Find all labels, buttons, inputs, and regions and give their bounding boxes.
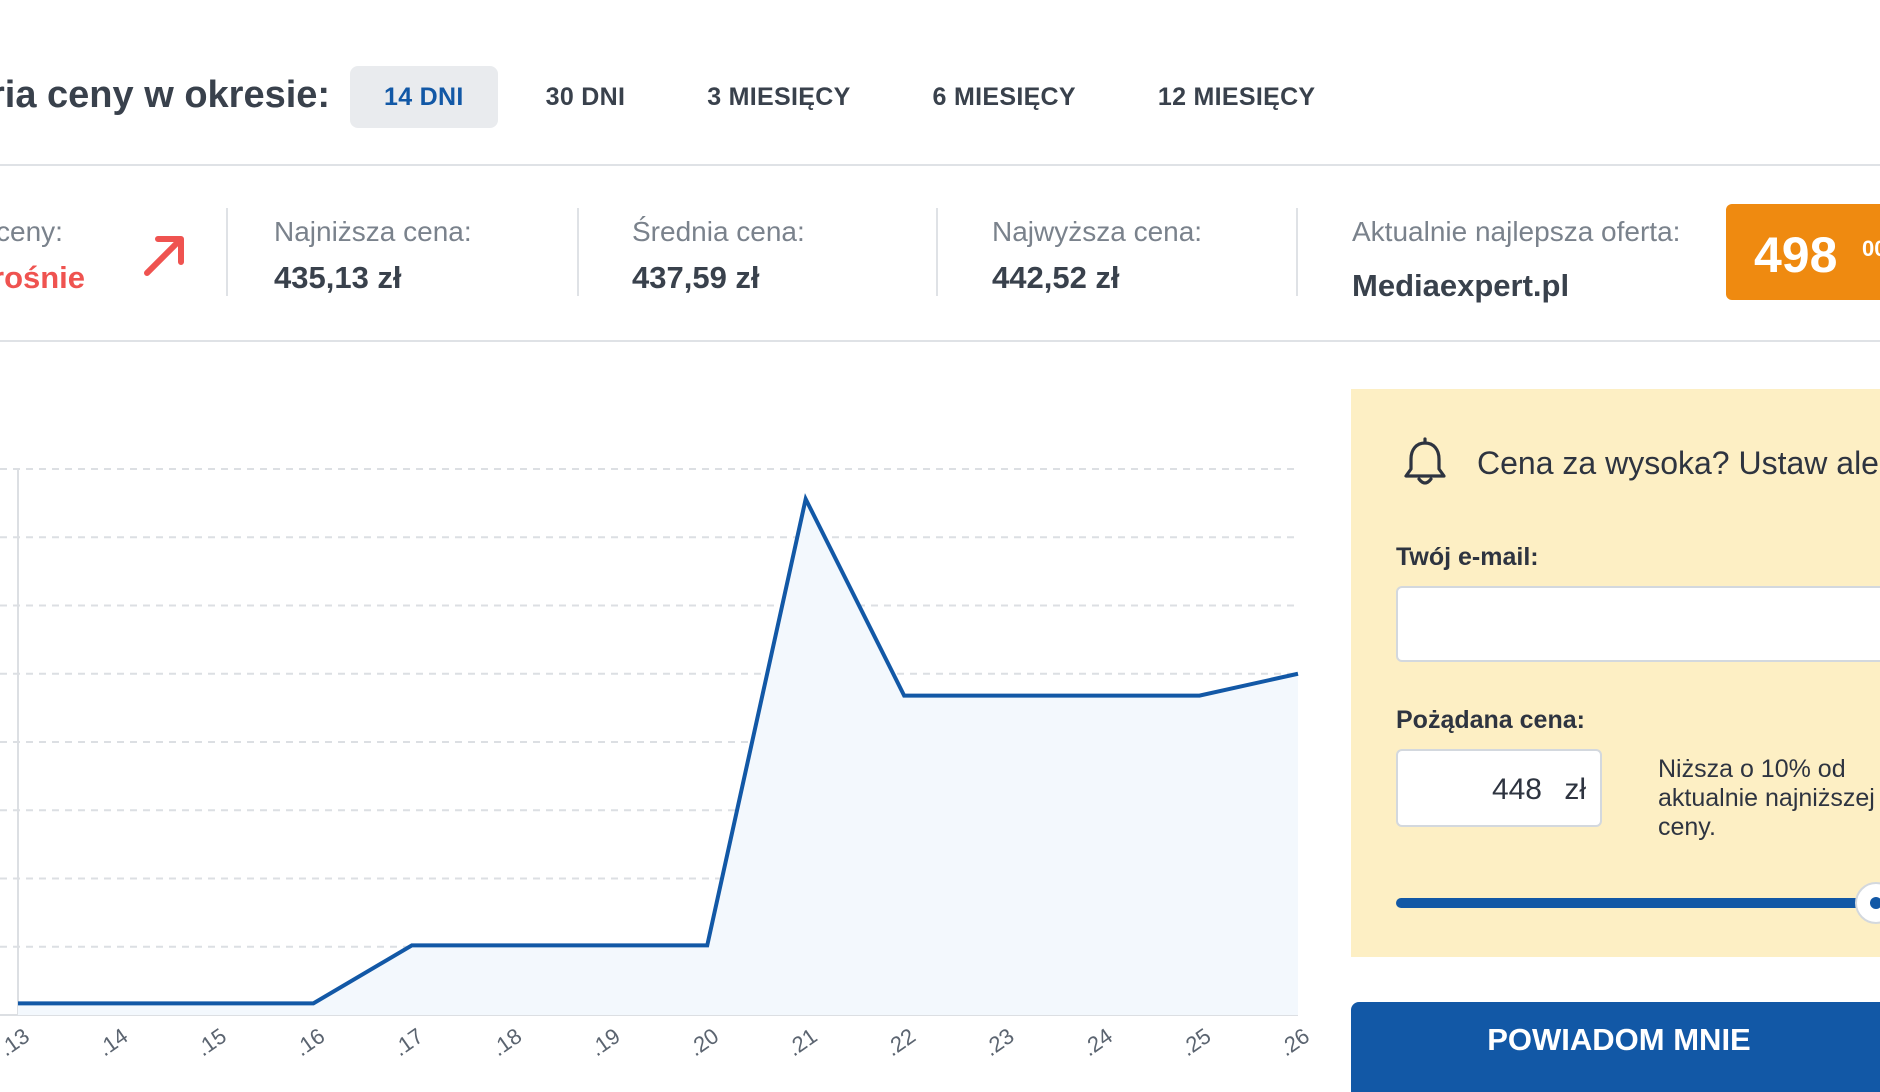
average-price-label: Średnia cena:: [632, 216, 805, 247]
trend-value: rośnie: [0, 260, 86, 295]
desired-price-unit: zł: [1564, 773, 1586, 806]
stats-divider: [936, 208, 938, 296]
price-history-header: ria ceny w okresie: 14 DNI 30 DNI 3 MIES…: [0, 0, 1880, 166]
stats-divider: [577, 208, 579, 296]
x-tick-label: .21: [782, 1023, 821, 1060]
x-tick-label: .24: [1078, 1023, 1117, 1060]
price-slider-track[interactable]: [1396, 898, 1876, 908]
best-offer-label: Aktualnie najlepsza oferta:: [1352, 216, 1681, 247]
stats-divider: [226, 208, 228, 296]
x-tick-label: .23: [979, 1023, 1018, 1060]
tab-30-days[interactable]: 30 DNI: [545, 83, 626, 111]
trend-up-arrow-icon: [144, 236, 184, 276]
x-tick-label: .19: [585, 1023, 624, 1060]
best-offer-price: 498: [1754, 227, 1838, 283]
trend-label: ceny:: [0, 216, 63, 247]
highest-price-value: 442,52 zł: [992, 260, 1120, 295]
x-tick-label: .22: [881, 1023, 920, 1060]
price-area-fill: [18, 499, 1298, 1015]
period-title: ria ceny w okresie:: [0, 74, 331, 116]
price-alert-panel: Cena za wysoka? Ustaw aler Twój e-mail: …: [1351, 389, 1880, 957]
tab-3-months[interactable]: 3 MIESIĘCY: [707, 83, 851, 111]
x-tick-label: .20: [684, 1023, 723, 1060]
highest-price-label: Najwyższa cena:: [992, 216, 1203, 247]
bell-icon: [1404, 437, 1446, 485]
x-tick-label: .26: [1275, 1023, 1314, 1060]
price-stats-bar: ceny: rośnie Najniższa cena: 435,13 zł Ś…: [0, 166, 1880, 342]
x-tick-label: .17: [388, 1023, 427, 1060]
x-tick-label: .16: [290, 1023, 329, 1060]
period-tabs: 14 DNI 30 DNI 3 MIESIĘCY 6 MIESIĘCY 12 M…: [350, 66, 1363, 128]
slider-handle-dot: [1870, 897, 1880, 909]
tab-12-months[interactable]: 12 MIESIĘCY: [1157, 83, 1316, 111]
email-input[interactable]: [1396, 586, 1880, 662]
price-line: [18, 493, 1299, 1006]
alert-title: Cena za wysoka? Ustaw aler: [1477, 445, 1880, 481]
stats-divider: [1296, 208, 1298, 296]
x-tick-label: .25: [1176, 1023, 1215, 1060]
lowest-price-label: Najniższa cena:: [274, 216, 472, 247]
price-chart-svg: .13 .14 .15 .16 .17 .18 .19 .20 .21 .22 .23 .24 .25.…: [0, 468, 1314, 1061]
tab-6-months[interactable]: 6 MIESIĘCY: [932, 83, 1076, 111]
tab-14-days[interactable]: 14 DNI: [350, 66, 498, 128]
best-offer-store-link[interactable]: Mediaexpert.pl: [1352, 268, 1570, 303]
x-tick-label: .14: [93, 1023, 132, 1060]
desired-price-label: Pożądana cena:: [1396, 706, 1585, 734]
x-tick-label: .13: [0, 1023, 34, 1060]
average-price-value: 437,59 zł: [632, 260, 760, 295]
notify-me-label: POWIADOM MNIE: [1487, 1022, 1751, 1057]
best-offer-price-cents: 00: [1862, 236, 1880, 261]
notify-me-button[interactable]: POWIADOM MNIE: [1351, 1002, 1880, 1092]
desired-price-input[interactable]: 448 zł: [1396, 749, 1602, 827]
best-offer-price-badge[interactable]: 498 00: [1726, 204, 1880, 300]
price-history-chart: .13 .14 .15 .16 .17 .18 .19 .20 .21 .22 .23 .24 .25.…: [0, 440, 1320, 1065]
email-label: Twój e-mail:: [1396, 543, 1539, 571]
desired-price-note: Niższa o 10% od aktualnie najniższej cen…: [1658, 755, 1875, 841]
x-tick-label: .18: [487, 1023, 526, 1060]
lowest-price-value: 435,13 zł: [274, 260, 402, 295]
desired-price-value: 448: [1491, 773, 1542, 806]
price-slider-handle[interactable]: [1855, 882, 1880, 924]
x-tick-label: .15: [191, 1023, 230, 1060]
